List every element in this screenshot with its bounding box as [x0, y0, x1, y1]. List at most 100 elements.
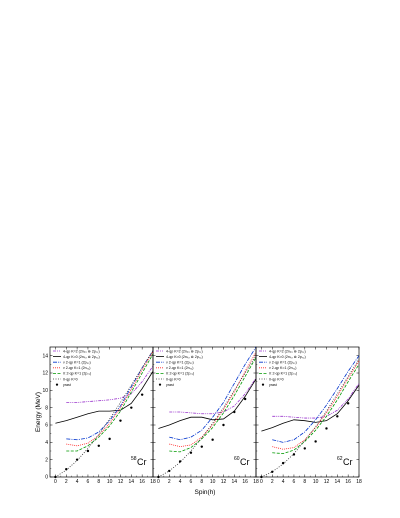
yrast-point	[222, 423, 225, 427]
x-tick-label: 14	[335, 479, 341, 485]
yrast-point	[178, 460, 182, 463]
nucleus-symbol: Cr	[137, 457, 147, 467]
yrast-point	[168, 469, 171, 473]
legend-entry: 4-qp K=0 (2nₚ₂ ⊗ 2p₇₂)	[269, 355, 306, 359]
x-tick-label: 8	[303, 479, 306, 485]
yrast-point	[271, 470, 274, 473]
x-tick-label: 0	[260, 479, 263, 485]
x-tick-label: 2	[271, 479, 274, 485]
legend-entry: yrast	[63, 383, 71, 387]
x-tick-label: 10	[210, 479, 216, 485]
legend-entry: yrast	[269, 383, 277, 387]
yrast-point	[75, 458, 79, 461]
panel-0: 0 2 4 6 8 10 12 14 16 18 0 2 4 6 8 10 12 14 4-qp K=2 (2nₚ₂…	[42, 346, 156, 485]
y-tick-label: 4	[45, 440, 48, 446]
x-tick-label: 2	[168, 479, 171, 485]
x-tick-label: 0	[157, 479, 160, 485]
legend-entry: ν 2-qp K=1 (2n₇₂)	[269, 366, 297, 370]
series-line-2	[272, 355, 360, 443]
legend-entry: ν 2-qp K=1 (2n₇₂)	[63, 366, 91, 370]
series-line-3	[272, 360, 360, 450]
yrast-point	[119, 419, 122, 422]
yrast-point	[157, 475, 160, 479]
x-tick-label: 8	[200, 479, 203, 485]
yrast-point	[189, 451, 193, 454]
yrast-point	[314, 440, 317, 443]
yrast-point	[211, 438, 214, 441]
series-line-1	[158, 378, 257, 429]
yrast-point	[97, 444, 100, 447]
legend-entry: π 2-qp K=1 (2p₇₂)	[63, 372, 91, 376]
x-tick-label: 0	[54, 479, 57, 485]
yrast-point	[200, 445, 203, 448]
nucleus-mass: 60	[234, 456, 240, 462]
yrast-point	[303, 447, 306, 450]
x-tick-label: 8	[97, 479, 100, 485]
series-line-2	[169, 346, 257, 441]
legend-entry: ν 2-qp K=1 (2p₃₂)	[269, 361, 297, 365]
x-axis-label: Spin(h)	[195, 489, 216, 496]
x-tick-label: 14	[129, 479, 135, 485]
legend-entry: 0-qp K=0	[269, 377, 284, 381]
y-tick-label: 6	[45, 423, 48, 429]
nucleus-mass: 58	[131, 456, 137, 462]
x-tick-label: 18	[253, 479, 259, 485]
x-tick-label: 18	[150, 479, 156, 485]
x-tick-label: 6	[87, 479, 90, 485]
series-line-5	[158, 355, 257, 478]
series-line-0	[169, 377, 257, 415]
x-tick-label: 18	[356, 479, 362, 485]
x-tick-label: 16	[139, 479, 145, 485]
legend-entry: 4-qp K=2 (2nₚ₂ ⊗ 2p₇₂)	[166, 349, 203, 353]
yrast-point	[140, 393, 144, 396]
series-line-3	[66, 351, 154, 447]
y-tick-label: 12	[42, 371, 48, 377]
y-axis-label: Energy (MeV)	[35, 392, 42, 432]
series-line-1	[55, 371, 154, 424]
x-tick-label: 4	[282, 479, 285, 485]
x-tick-label: 12	[221, 479, 227, 485]
y-tick-label: 0	[45, 475, 48, 481]
series-line-4	[169, 357, 257, 453]
x-tick-label: 6	[190, 479, 193, 485]
x-tick-label: 10	[313, 479, 319, 485]
legend-entry: π 2-qp K=1 (2p₇₂)	[166, 372, 194, 376]
legend-entry: ν 2-qp K=1 (2p₃₂)	[63, 361, 91, 365]
legend-entry: π 2-qp K=1 (2p₇₂)	[269, 372, 297, 376]
panel-frame	[255, 346, 360, 478]
x-tick-label: 16	[242, 479, 248, 485]
yrast-point	[292, 453, 296, 456]
x-tick-label: 16	[345, 479, 351, 485]
nucleus-mass: 62	[337, 456, 343, 462]
legend-entry: yrast	[166, 383, 174, 387]
y-tick-label: 8	[45, 405, 48, 411]
x-tick-label: 12	[324, 479, 330, 485]
nucleus-symbol: Cr	[240, 457, 250, 467]
yrast-point	[86, 449, 90, 453]
series-line-5	[55, 350, 154, 478]
legend-marker	[55, 383, 59, 386]
y-tick-label: 10	[42, 388, 48, 394]
series-line-0	[66, 365, 154, 403]
y-tick-label: 2	[45, 457, 48, 463]
series-line-4	[66, 353, 154, 452]
x-tick-label: 14	[232, 479, 238, 485]
yrast-point	[346, 402, 350, 405]
yrast-point	[130, 406, 133, 409]
yrast-point	[243, 397, 247, 401]
legend-entry: 4-qp K=2 (2nₚ₂ ⊗ 2p₇₂)	[63, 349, 100, 353]
yrast-point	[54, 475, 57, 479]
series-line-1	[261, 384, 360, 432]
x-tick-label: 4	[76, 479, 79, 485]
x-tick-label: 4	[179, 479, 182, 485]
x-tick-label: 10	[107, 479, 113, 485]
legend-entry: 0-qp K=0	[63, 377, 78, 381]
yrast-point	[336, 415, 339, 418]
nucleus-symbol: Cr	[343, 457, 353, 467]
panel-2: 0 2 4 6 8 10 12 14 16 18 4-qp K=2 (2nₚ₂ ⊗ 2p₇₂) 4-q…	[255, 346, 362, 485]
yrast-point	[325, 427, 328, 430]
legend-entry: 4-qp K=0 (2nₚ₂ ⊗ 2p₇₂)	[166, 355, 203, 359]
legend-entry: 0-qp K=0	[166, 377, 181, 381]
